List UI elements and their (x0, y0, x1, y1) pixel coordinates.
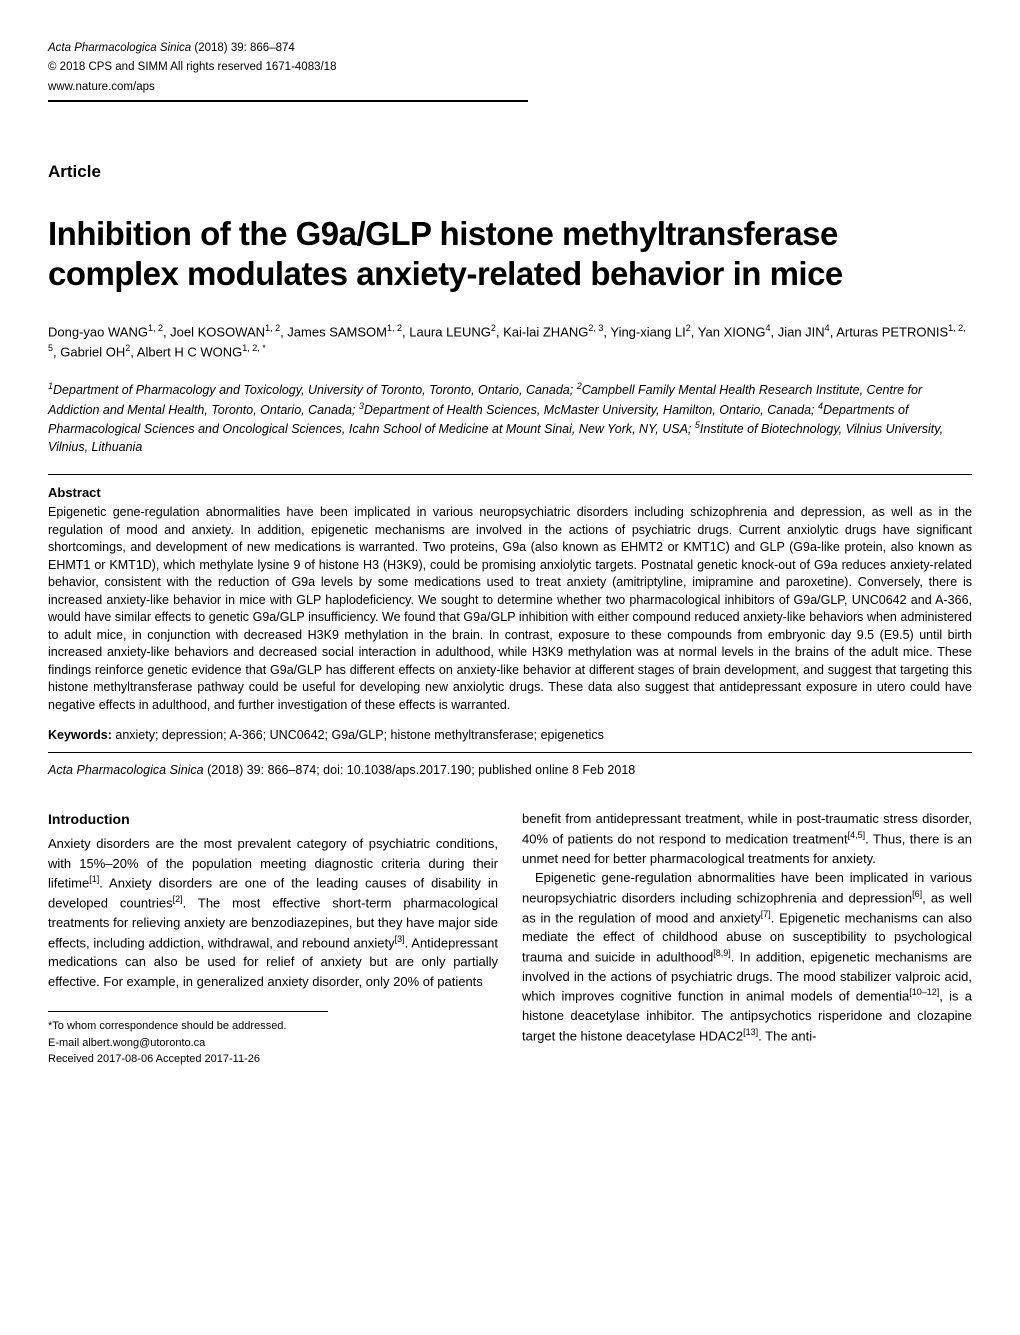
journal-name: Acta Pharmacologica Sinica (48, 42, 191, 54)
footnote-block: *To whom correspondence should be addres… (48, 1018, 498, 1068)
year-volume-pages: (2018) 39: 866–874 (194, 42, 294, 54)
citation-journal: Acta Pharmacologica Sinica (48, 763, 204, 777)
intro-paragraph-1-right: benefit from antidepressant treatment, w… (522, 809, 972, 868)
divider (48, 752, 972, 753)
intro-paragraph-1-left: Anxiety disorders are the most prevalent… (48, 834, 498, 991)
footnote-divider (48, 1011, 328, 1012)
article-label: Article (48, 162, 972, 182)
authors-list: Dong-yao WANG1, 2, Joel KOSOWAN1, 2, Jam… (48, 322, 972, 362)
header-divider (48, 100, 528, 102)
email-note: E-mail albert.wong@utoronto.ca (48, 1035, 498, 1052)
column-right: benefit from antidepressant treatment, w… (522, 809, 972, 1067)
dates-note: Received 2017-08-06 Accepted 2017-11-26 (48, 1051, 498, 1068)
introduction-label: Introduction (48, 809, 498, 830)
copyright-line: © 2018 CPS and SIMM All rights reserved … (48, 59, 972, 76)
intro-paragraph-2-right: Epigenetic gene-regulation abnormalities… (522, 868, 972, 1045)
column-left: Introduction Anxiety disorders are the m… (48, 809, 498, 1067)
citation-details: (2018) 39: 866–874; doi: 10.1038/aps.201… (204, 763, 636, 777)
correspondence-note: *To whom correspondence should be addres… (48, 1018, 498, 1035)
keywords-label: Keywords: (48, 728, 112, 742)
website-line: www.nature.com/aps (48, 79, 972, 96)
divider (48, 474, 972, 475)
abstract-text: Epigenetic gene-regulation abnormalities… (48, 504, 972, 714)
abstract-label: Abstract (48, 485, 972, 500)
body-columns: Introduction Anxiety disorders are the m… (48, 809, 972, 1067)
keywords: Keywords: anxiety; depression; A-366; UN… (48, 728, 972, 742)
citation: Acta Pharmacologica Sinica (2018) 39: 86… (48, 763, 972, 777)
affiliations: 1Department of Pharmacology and Toxicolo… (48, 380, 972, 456)
article-title: Inhibition of the G9a/GLP histone methyl… (48, 214, 972, 295)
journal-header: Acta Pharmacologica Sinica (2018) 39: 86… (48, 40, 972, 102)
keywords-text: anxiety; depression; A-366; UNC0642; G9a… (112, 728, 604, 742)
